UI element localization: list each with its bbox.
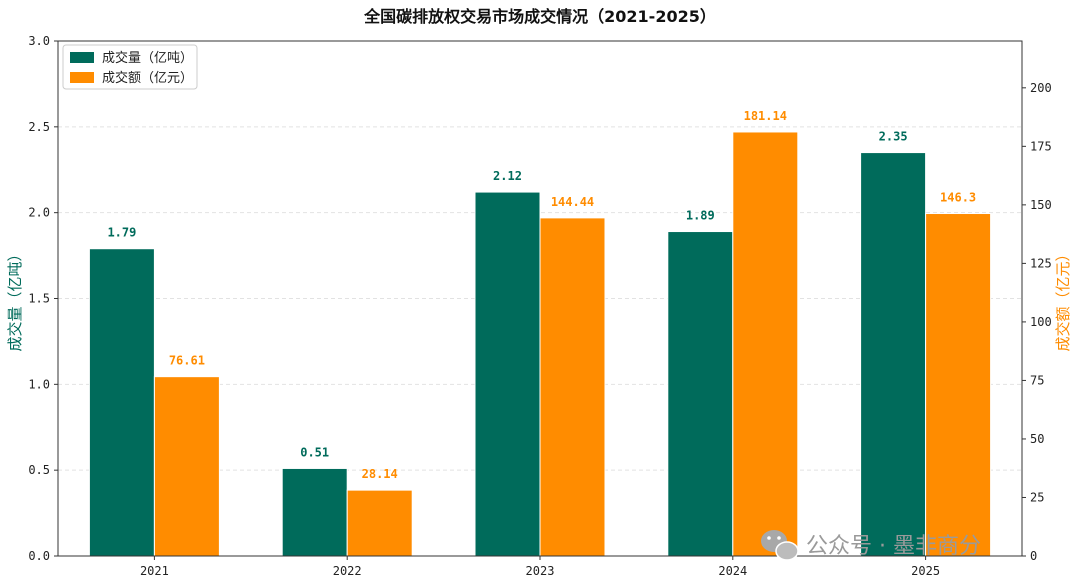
bar-volume-2025	[860, 152, 927, 557]
y-tick-label: 2.5	[28, 120, 50, 134]
y-tick-label: 0.5	[28, 463, 50, 477]
y-tick-label: 1.5	[28, 292, 50, 306]
x-tick-label: 2023	[526, 564, 555, 578]
bar-volume-2021	[88, 248, 155, 557]
data-labels: 1.79 76.61 0.51 28.14 2.12 144.44 1.89 181.14 2.…	[107, 109, 976, 481]
data-label-turnover-2021: 76.61	[169, 354, 205, 368]
x-tick-label: 2022	[333, 564, 362, 578]
data-label-volume-2023: 2.12	[493, 169, 522, 183]
y-tick-label: 3.0	[28, 34, 50, 48]
y-tick-label: 1.0	[28, 377, 50, 391]
x-tick-label: 2024	[718, 564, 747, 578]
x-axis-ticks: 2021 2022 2023 2024 2025	[140, 556, 940, 578]
legend-swatch-volume	[70, 52, 94, 63]
watermark-text: 公众号 · 墨非商分	[806, 534, 981, 559]
legend-label-volume: 成交量（亿吨）	[102, 50, 193, 66]
bar-volume-2023	[474, 191, 541, 557]
bar-turnover-2025	[925, 213, 992, 557]
legend-label-turnover: 成交额（亿元）	[102, 70, 193, 86]
y2-axis-label: 成交额（亿元）	[1054, 246, 1072, 351]
data-label-volume-2024: 1.89	[686, 209, 715, 223]
y-tick-label: 0.0	[28, 549, 50, 563]
data-label-volume-2022: 0.51	[300, 445, 329, 459]
wechat-icon	[761, 530, 799, 561]
y2-tick-label: 200	[1030, 81, 1052, 95]
legend-box	[62, 44, 198, 90]
bar-turnover-2023	[539, 217, 606, 557]
y2-tick-label: 50	[1030, 432, 1044, 446]
y-axis-label: 成交量（亿吨）	[6, 246, 24, 351]
y2-tick-label: 25	[1030, 490, 1044, 504]
y2-tick-label: 100	[1030, 315, 1052, 329]
y-axis-ticks: 0.0 0.5 1.0 1.5 2.0 2.5 3.0	[28, 34, 58, 563]
y2-tick-label: 125	[1030, 256, 1052, 270]
x-tick-label: 2025	[911, 564, 940, 578]
y-tick-label: 2.0	[28, 206, 50, 220]
y2-tick-label: 75	[1030, 373, 1044, 387]
data-label-volume-2025: 2.35	[879, 130, 908, 144]
watermark: 公众号 · 墨非商分	[761, 530, 981, 561]
data-label-turnover-2025: 146.3	[940, 191, 976, 205]
chart-title: 全国碳排放权交易市场成交情况（2021-2025）	[363, 7, 716, 26]
y2-tick-label: 175	[1030, 139, 1052, 153]
legend-swatch-turnover	[70, 72, 94, 83]
y2-axis-ticks: 0 25 50 75 100 125 150 175 200	[1022, 81, 1052, 563]
data-label-turnover-2023: 144.44	[551, 195, 594, 209]
y2-tick-label: 0	[1030, 549, 1037, 563]
bar-turnover-2021	[153, 376, 220, 557]
x-tick-label: 2021	[140, 564, 169, 578]
bars	[88, 131, 992, 557]
data-label-turnover-2022: 28.14	[362, 467, 398, 481]
legend: 成交量（亿吨） 成交额（亿元）	[62, 44, 198, 90]
data-label-turnover-2024: 181.14	[744, 109, 787, 123]
data-label-volume-2021: 1.79	[107, 226, 136, 240]
bar-volume-2024	[667, 231, 734, 557]
bar-volume-2022	[281, 467, 348, 557]
y2-tick-label: 150	[1030, 198, 1052, 212]
bar-turnover-2022	[346, 489, 413, 557]
bar-turnover-2024	[732, 131, 799, 557]
